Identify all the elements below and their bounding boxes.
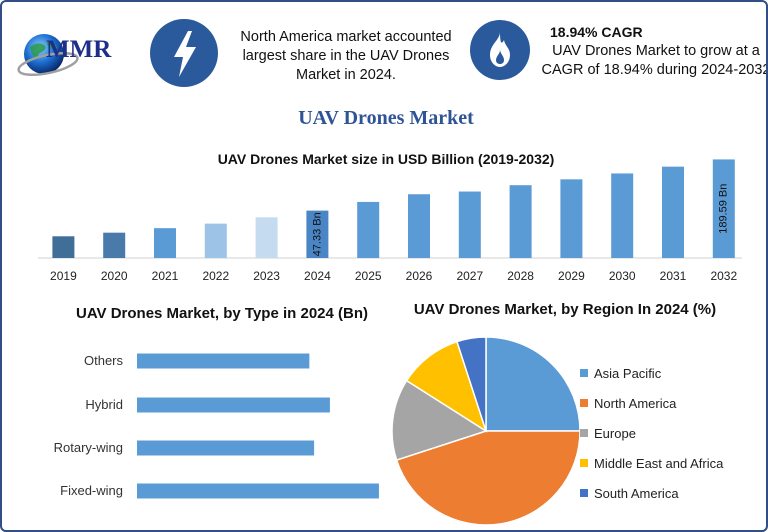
page-title: UAV Drones Market	[298, 107, 474, 129]
type-bar-rotary-wing	[137, 440, 315, 456]
x-tick-2025: 2025	[355, 269, 382, 283]
north-america-note: North America market accounted largest s…	[240, 29, 452, 83]
x-tick-2021: 2021	[152, 269, 179, 283]
region-legend: Asia Pacific North America Europe Middle Ea…	[580, 358, 723, 508]
x-tick-2028: 2028	[507, 269, 534, 283]
mmr-logo	[17, 34, 79, 77]
type-bar-fixed-wing	[137, 483, 379, 499]
x-tick-2019: 2019	[50, 269, 77, 283]
bar-2024	[306, 210, 329, 258]
bar-2030	[611, 173, 634, 258]
lightning-badge	[150, 19, 218, 87]
cagr-title: 18.94% CAGR	[550, 24, 643, 40]
logo-text: MMR	[46, 36, 112, 63]
bar-2029	[560, 179, 583, 258]
type-label-hybrid: Hybrid	[85, 397, 123, 412]
legend-swatch	[580, 399, 588, 407]
x-tick-2027: 2027	[456, 269, 483, 283]
flame-icon	[490, 32, 510, 67]
bar-2022	[204, 223, 227, 258]
pie-slice-middle-east-and-africa	[405, 340, 488, 433]
lightning-icon	[174, 31, 196, 77]
x-tick-2023: 2023	[253, 269, 280, 283]
bar-2023	[255, 217, 278, 258]
bar-2026	[408, 194, 430, 258]
bar-2025	[357, 201, 380, 258]
x-tick-2022: 2022	[202, 269, 229, 283]
pie-slice-south-america	[456, 336, 487, 432]
bar-2020	[103, 232, 126, 258]
type-label-others: Others	[84, 353, 124, 368]
bar-2019	[52, 236, 75, 258]
type-label-rotary-wing: Rotary-wing	[54, 440, 123, 455]
bar-value-label-2024: 47.33 Bn	[311, 212, 323, 256]
market-size-chart: 2019 2020 2021 2022 2023 2024 2025 2026 2027 2028…	[38, 159, 742, 283]
pie-slice-north-america	[395, 430, 581, 526]
bar-2031	[662, 166, 684, 258]
x-tick-2026: 2026	[406, 269, 433, 283]
bar-2027	[458, 191, 481, 258]
legend-item-north-america: North America	[580, 388, 723, 418]
pie-slice-europe	[391, 379, 488, 461]
legend-swatch	[580, 489, 588, 497]
region-pie-chart	[391, 336, 581, 526]
bar-2032	[712, 159, 735, 258]
legend-label: South America	[594, 485, 679, 501]
x-tick-2024: 2024	[304, 269, 331, 283]
legend-swatch	[580, 369, 588, 377]
x-tick-2030: 2030	[609, 269, 636, 283]
legend-item-asia-pacific: Asia Pacific	[580, 358, 723, 388]
bar-value-label-2032: 189.59 Bn	[718, 184, 730, 234]
type-chart-title: UAV Drones Market, by Type in 2024 (Bn)	[75, 305, 369, 322]
legend-swatch	[580, 429, 588, 437]
bar-2028	[509, 185, 532, 258]
legend-item-middle-east-and-africa: Middle East and Africa	[580, 448, 723, 478]
type-label-fixed-wing: Fixed-wing	[60, 483, 123, 498]
cagr-note: UAV Drones Market to grow at a CAGR of 1…	[541, 43, 768, 78]
type-chart: Others Hybrid Rotary-wing Fixed-wing	[54, 353, 379, 499]
flame-badge	[470, 20, 530, 80]
legend-item-south-america: South America	[580, 478, 723, 508]
region-chart-title: UAV Drones Market, by Region In 2024 (%)	[413, 301, 717, 318]
legend-label: Asia Pacific	[594, 365, 662, 381]
legend-item-europe: Europe	[580, 418, 723, 448]
legend-swatch	[580, 459, 588, 467]
x-tick-2020: 2020	[101, 269, 128, 283]
market-size-chart-title: UAV Drones Market size in USD Billion (2…	[217, 151, 555, 167]
x-tick-2029: 2029	[558, 269, 585, 283]
type-bar-others	[137, 353, 310, 369]
bar-2021	[154, 228, 176, 258]
x-tick-2032: 2032	[710, 269, 737, 283]
legend-label: North America	[594, 395, 677, 411]
pie-slice-asia-pacific	[485, 336, 581, 432]
legend-label: Middle East and Africa	[594, 455, 724, 471]
x-tick-2031: 2031	[660, 269, 687, 283]
legend-label: Europe	[594, 425, 636, 441]
type-bar-hybrid	[137, 397, 330, 413]
